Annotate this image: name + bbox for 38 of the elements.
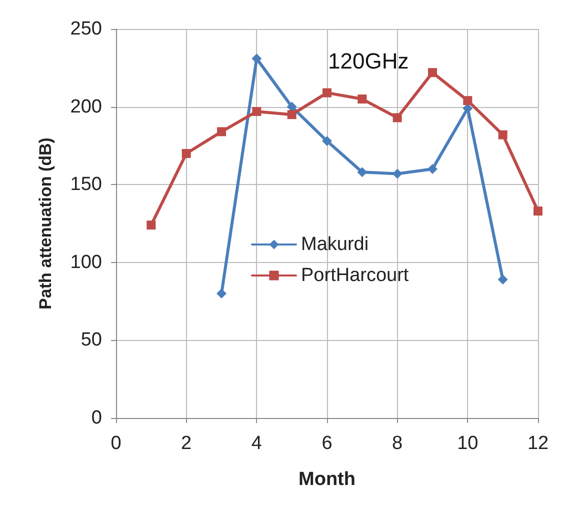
y-tick-label: 250 bbox=[70, 18, 102, 40]
x-tick-label: 6 bbox=[322, 433, 332, 454]
x-tick-label: 2 bbox=[181, 433, 192, 454]
point bbox=[392, 113, 402, 122]
x-tick-label: 4 bbox=[251, 433, 262, 454]
x-tick-label: 8 bbox=[392, 433, 403, 454]
y-tick-label: 50 bbox=[80, 330, 102, 351]
point bbox=[252, 54, 262, 64]
y-tick-label: 0 bbox=[91, 408, 102, 428]
point bbox=[216, 288, 226, 299]
point bbox=[498, 130, 508, 140]
point bbox=[286, 102, 297, 112]
point bbox=[217, 127, 226, 136]
legend-label: PortHarcourt bbox=[301, 265, 410, 286]
x-tick-label: 12 bbox=[527, 433, 549, 454]
point bbox=[146, 220, 156, 230]
point bbox=[428, 164, 438, 174]
point bbox=[358, 94, 367, 104]
point bbox=[182, 148, 191, 158]
point bbox=[357, 167, 368, 178]
x-tick-label: 0 bbox=[110, 433, 122, 454]
point bbox=[428, 68, 437, 78]
y-axis-title: Path attenuation (dB) bbox=[36, 138, 55, 310]
point bbox=[534, 206, 542, 216]
y-tick-label: 200 bbox=[70, 96, 102, 118]
x-axis-title: Month bbox=[298, 469, 356, 490]
point bbox=[287, 110, 296, 120]
x-tick-label: 10 bbox=[457, 433, 478, 454]
legend-label: Makurdi bbox=[301, 234, 369, 255]
y-tick-label: 100 bbox=[70, 252, 102, 273]
annotation: 120GHz bbox=[328, 48, 409, 74]
point bbox=[322, 136, 332, 146]
point bbox=[322, 88, 332, 98]
point bbox=[252, 106, 262, 116]
point bbox=[498, 274, 508, 285]
point bbox=[392, 168, 402, 179]
point bbox=[463, 96, 472, 106]
y-tick-label: 150 bbox=[70, 174, 102, 196]
